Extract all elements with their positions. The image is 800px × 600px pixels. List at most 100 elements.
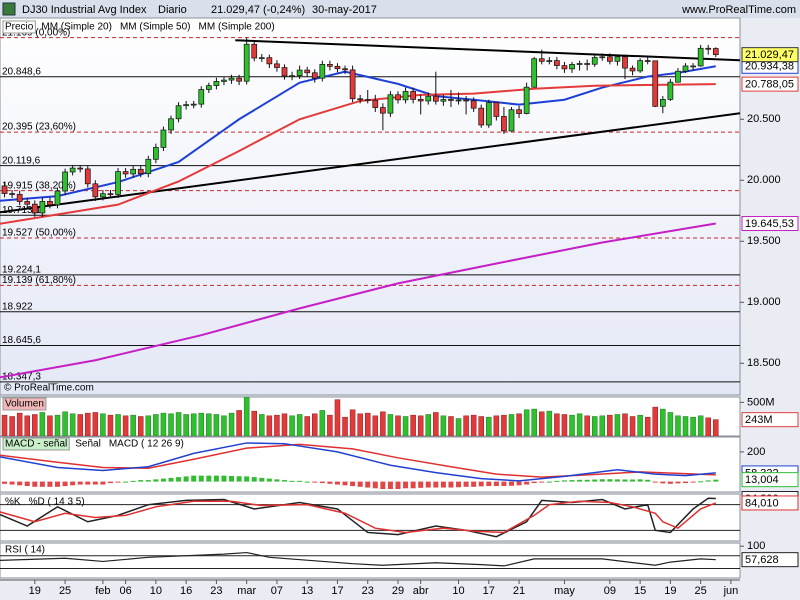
macd-histogram-bar [138,480,144,482]
candle-body [213,81,220,86]
macd-histogram-bar [456,481,462,488]
volume-bar [32,414,38,436]
candle-body [16,193,23,202]
candle-body [478,107,485,126]
volume-bar [493,415,500,436]
candle-body [84,168,91,185]
y-tick-label: 19.000 [747,296,781,308]
legend-item: %K [5,497,21,508]
macd-histogram-bar [115,481,121,483]
support-label: 20.119,6 [2,155,41,166]
trendline [0,112,740,214]
macd-histogram-bar [380,481,386,490]
x-tick-label: 15 [634,585,646,597]
volume-bar [675,415,681,436]
legend-item: MACD ( 12 26 9) [109,439,184,450]
macd-histogram-bar [123,481,129,483]
candle-body [130,168,137,175]
macd-histogram-bar [508,481,514,486]
candle-body [251,43,258,59]
macd-histogram-bar [342,481,348,486]
volume-bar [1,414,8,436]
macd-histogram-bar [244,476,250,482]
macd-histogram-bar [327,481,333,484]
macd-histogram-bar [607,479,613,482]
period: Diario [158,4,187,16]
macd-histogram-bar [92,481,98,485]
volume-bar [622,413,628,436]
plot-area [1,397,719,436]
value-box [741,552,799,568]
candle-body [236,77,242,82]
macd-histogram-bar [425,481,431,488]
macd-histogram-bar [191,475,197,482]
macd-histogram-bar [304,481,310,483]
legend-item: RSI ( 14) [5,545,45,556]
volume-bar [168,413,174,436]
candle-body [258,57,265,60]
volume-bar [130,414,136,436]
legend-bg [2,397,47,411]
macd-histogram-bar [160,478,166,482]
x-tick-label: mar [237,585,256,597]
macd-histogram-bar [319,481,325,484]
macd-histogram-bar [667,481,673,484]
volume-bar [554,413,560,436]
macd-histogram-bar [637,479,643,482]
volume-bar [160,412,167,436]
macd-histogram-bar [448,481,454,488]
legend-item: %D ( 14 3 5) [29,497,85,508]
volume-bar [614,414,621,436]
macd-histogram-bar [251,477,257,482]
volume-bar [417,415,424,436]
value-box-label: 57,628 [745,554,779,566]
volume-bar [486,416,492,436]
legend-bg [2,437,70,451]
macd-histogram-bar [493,481,499,487]
candle-body [493,102,500,117]
volume-bar [569,414,575,436]
volume-bar [637,414,643,436]
volume-bar [266,415,273,436]
candle-body [205,85,212,90]
series-line [0,222,716,379]
candle-body [31,203,38,214]
macd-histogram-bar [130,480,136,482]
candle-body [712,48,719,56]
volume-bar [198,412,205,436]
candle-body [69,167,76,173]
candle-body [54,190,61,206]
macd-histogram-bar [350,481,356,487]
candle-body [622,56,628,69]
candle-body [644,60,651,62]
volume-bar [546,410,553,436]
volume-bar [561,414,568,436]
candle-body [448,99,454,101]
panel-background [0,17,741,396]
legend-item: MM (Simple 50) [120,22,191,33]
candle-body [455,99,462,102]
macd-histogram-bar [62,481,68,487]
y-tick-label: 100 [747,540,765,552]
macd-histogram-bar [334,481,340,485]
volume-bar [531,408,537,436]
x-tick-label: 17 [483,585,495,597]
macd-histogram-bar [478,481,484,487]
support-label: 18.347,3 [2,372,41,383]
candle-body [349,69,356,100]
macd-histogram-bar [266,478,272,482]
macd-histogram-bar [539,481,545,483]
macd-histogram-bar [531,481,537,484]
volume-bar [576,413,583,436]
macd-histogram-bar [403,481,409,489]
macd-histogram-bar [486,481,492,487]
x-tick-label: may [554,585,575,597]
candle-body [387,94,394,114]
volume-bar [289,415,295,436]
macd-histogram-bar [297,480,303,482]
fib-label: 20.395 (23,60%) [2,122,76,133]
candle-body [607,56,613,62]
macd-histogram-bar [599,479,605,482]
macd-histogram-bar [107,481,113,484]
macd-histogram-bar [698,481,704,483]
